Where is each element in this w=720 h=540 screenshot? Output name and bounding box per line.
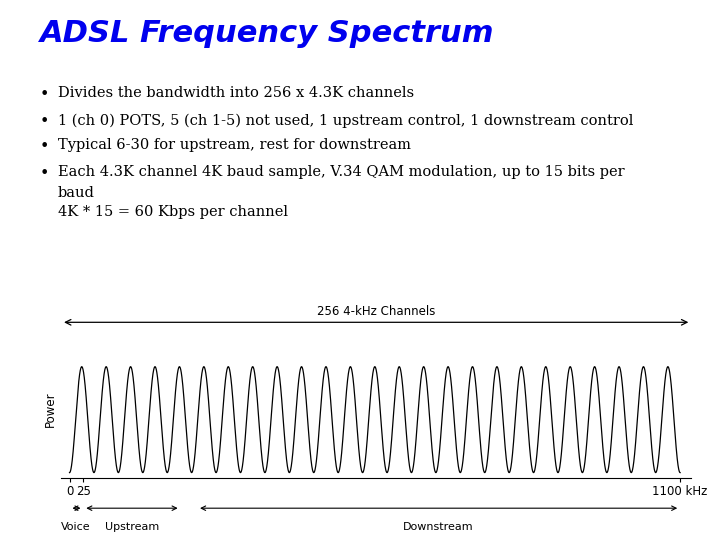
Text: Downstream: Downstream [403, 522, 474, 532]
Text: •: • [40, 113, 49, 130]
Text: ADSL Frequency Spectrum: ADSL Frequency Spectrum [40, 19, 494, 48]
Text: Typical 6-30 for upstream, rest for downstream: Typical 6-30 for upstream, rest for down… [58, 138, 410, 152]
Text: baud: baud [58, 186, 94, 200]
Text: Voice: Voice [61, 522, 91, 532]
Text: 256 4-kHz Channels: 256 4-kHz Channels [317, 305, 436, 318]
Text: •: • [40, 86, 49, 103]
Text: 4K * 15 = 60 Kbps per channel: 4K * 15 = 60 Kbps per channel [58, 205, 287, 219]
Text: Upstream: Upstream [105, 522, 159, 532]
Text: •: • [40, 138, 49, 154]
Text: 1 (ch 0) POTS, 5 (ch 1-5) not used, 1 upstream control, 1 downstream control: 1 (ch 0) POTS, 5 (ch 1-5) not used, 1 up… [58, 113, 633, 128]
Text: •: • [40, 165, 49, 181]
Text: Each 4.3K channel 4K baud sample, V.34 QAM modulation, up to 15 bits per: Each 4.3K channel 4K baud sample, V.34 Q… [58, 165, 624, 179]
Text: Divides the bandwidth into 256 x 4.3K channels: Divides the bandwidth into 256 x 4.3K ch… [58, 86, 414, 100]
Y-axis label: Power: Power [44, 392, 57, 427]
